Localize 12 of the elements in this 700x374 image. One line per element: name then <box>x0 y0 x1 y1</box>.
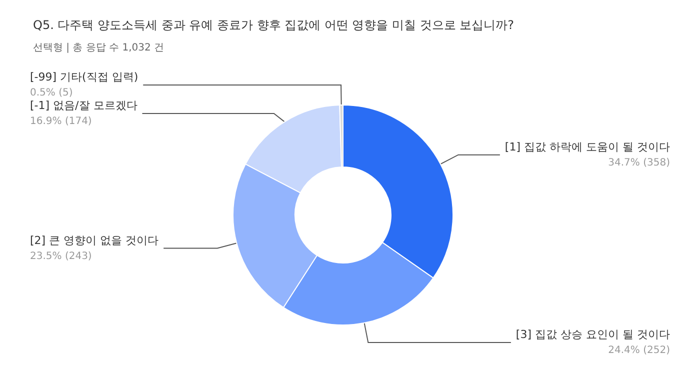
data-label: 34.7% (358) <box>608 157 670 168</box>
data-label: 24.4% (252) <box>608 345 670 356</box>
slice-label: [-1] 없음/잘 모르겠다 <box>30 99 138 112</box>
chart-title: Q5. 다주택 양도소득세 중과 유예 종료가 향후 집값에 어떤 영향을 미칠 것으로 보십니까? <box>33 18 514 32</box>
chart-subtitle: 선택형 | 총 응답 수 1,032 건 <box>33 42 164 54</box>
slice-label: [-99] 기타(직접 입력) <box>30 70 138 84</box>
slice-label: [1] 집값 하락에 도움이 될 것이다 <box>504 140 670 154</box>
slice-label: [3] 집값 상승 요인이 될 것이다 <box>516 328 670 342</box>
data-label: 0.5% (5) <box>30 88 73 99</box>
slice-label: [2] 큰 영향이 없을 것이다 <box>30 234 159 247</box>
data-label: 23.5% (243) <box>30 250 92 262</box>
data-label: 16.9% (174) <box>30 116 92 128</box>
